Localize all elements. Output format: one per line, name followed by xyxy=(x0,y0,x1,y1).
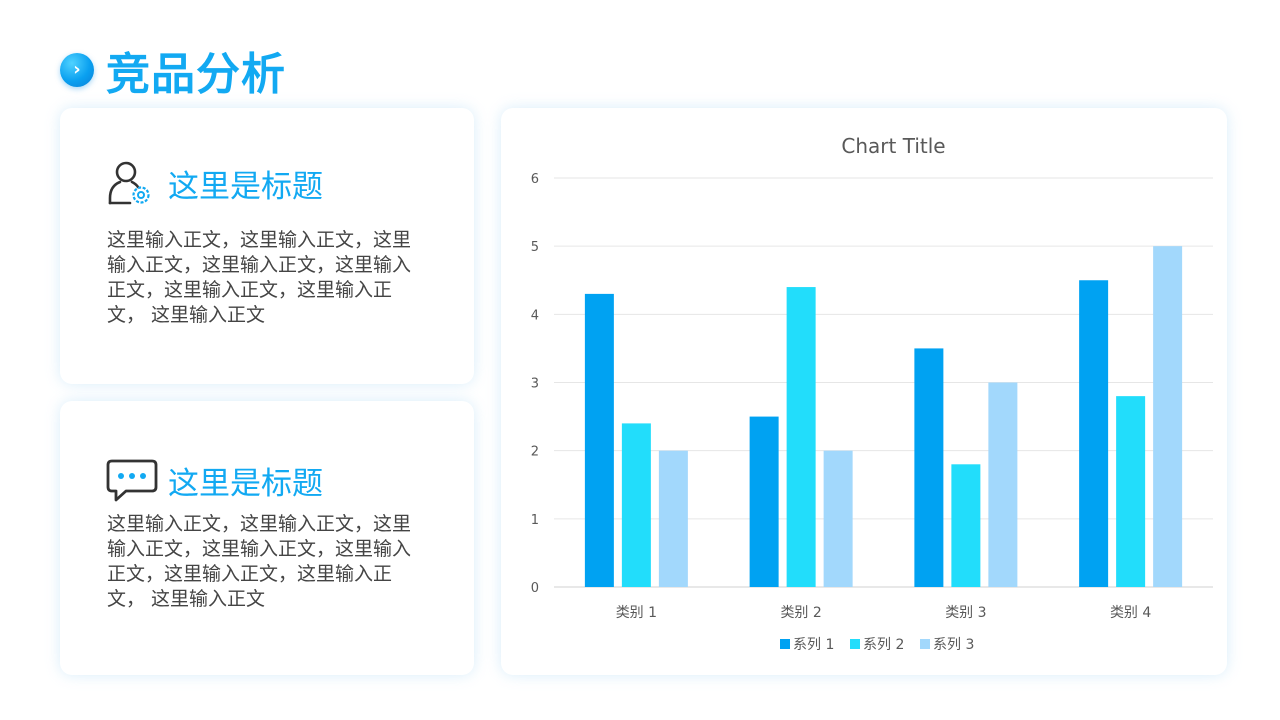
bar-series-1-category-3 xyxy=(914,348,944,587)
legend-swatch-series-3 xyxy=(920,639,930,649)
chart-card: Chart Title 0 1 2 3 4 5 6 类别 1 类别 2 类别 3 类别 4 系列 1 系列… xyxy=(501,108,1227,675)
y-tick-label: 1 xyxy=(531,513,539,528)
y-tick-label: 5 xyxy=(531,240,539,255)
bar-chart: Chart Title 0 1 2 3 4 5 6 类别 1 类别 2 类别 3 类别 4 系列 1 系列… xyxy=(531,134,1213,653)
bar-series-1-category-1 xyxy=(584,293,614,587)
chart-title: Chart Title xyxy=(841,134,945,158)
card-header: 这里是标题 xyxy=(106,160,323,206)
y-tick-label: 2 xyxy=(531,445,539,460)
x-tick-label: 类别 2 xyxy=(780,605,821,621)
info-card-1: 这里是标题 这里输入正文，这里输入正文，这里输入正文，这里输入正文，这里输入正文… xyxy=(60,108,474,384)
card-body-text: 这里输入正文，这里输入正文，这里输入正文，这里输入正文，这里输入正文，这里输入正… xyxy=(107,229,412,326)
y-tick-label: 4 xyxy=(531,308,539,323)
x-tick-label: 类别 1 xyxy=(616,605,657,621)
chat-bubble-icon xyxy=(106,459,158,502)
card-title: 这里是标题 xyxy=(168,168,323,205)
card-header: 这里是标题 xyxy=(106,457,323,503)
legend-label-series-3: 系列 3 xyxy=(933,637,974,653)
y-tick-label: 0 xyxy=(531,581,539,596)
page-title: 竞品分析 xyxy=(106,49,286,100)
bar-series-2-category-3 xyxy=(951,464,981,587)
y-tick-label: 3 xyxy=(531,377,539,392)
bar-series-3-category-1 xyxy=(658,450,688,587)
bar-series-1-category-4 xyxy=(1079,280,1109,587)
user-gear-icon xyxy=(108,161,150,205)
legend-swatch-series-1 xyxy=(780,639,790,649)
x-tick-label: 类别 4 xyxy=(1110,605,1151,621)
legend-swatch-series-2 xyxy=(850,639,860,649)
bar-series-3-category-3 xyxy=(988,382,1018,587)
legend-label-series-1: 系列 1 xyxy=(793,637,834,653)
page-header: › 竞品分析 xyxy=(60,40,286,100)
bar-series-1-category-2 xyxy=(749,416,779,587)
chevron-right-icon: › xyxy=(60,53,94,87)
card-title: 这里是标题 xyxy=(168,465,323,502)
bar-series-2-category-4 xyxy=(1116,396,1146,587)
info-card-2: 这里是标题 这里输入正文，这里输入正文，这里输入正文，这里输入正文，这里输入正文… xyxy=(60,401,474,675)
bar-series-2-category-2 xyxy=(786,287,816,587)
legend-label-series-2: 系列 2 xyxy=(863,637,904,653)
y-tick-label: 6 xyxy=(531,172,539,187)
card-body-text: 这里输入正文，这里输入正文，这里输入正文，这里输入正文，这里输入正文，这里输入正… xyxy=(107,513,412,610)
bar-series-3-category-4 xyxy=(1153,246,1183,587)
bar-series-3-category-2 xyxy=(823,450,853,587)
x-tick-label: 类别 3 xyxy=(945,605,986,621)
bar-series-2-category-1 xyxy=(621,423,651,587)
